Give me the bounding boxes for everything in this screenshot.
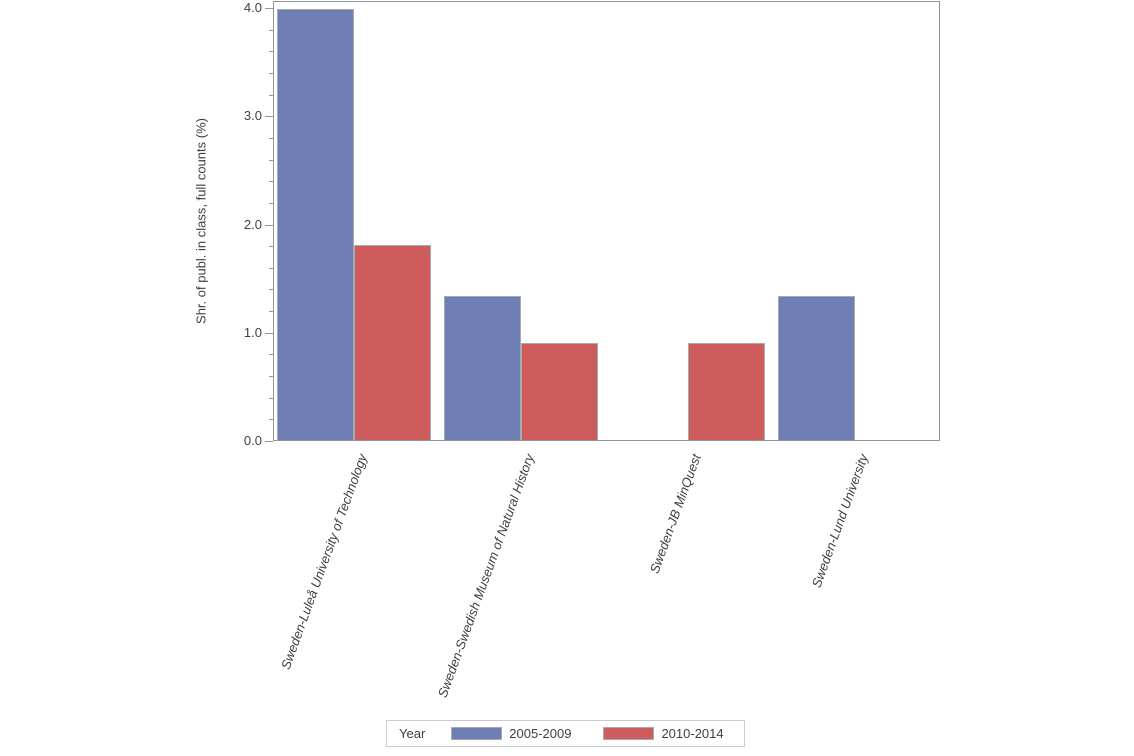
y-axis-title: Shr. of publ. in class, full counts (%) — [193, 118, 209, 324]
y-minor-tick — [269, 181, 273, 182]
legend-label-series-1: 2010-2014 — [661, 726, 724, 741]
legend-swatch-series-0 — [451, 727, 503, 740]
bar-series-1-category-2 — [687, 343, 765, 440]
bar-series-0-category-0 — [277, 9, 355, 440]
y-major-tick — [265, 225, 273, 226]
x-category-label-2: Sweden-JB MinQuest — [646, 452, 705, 576]
legend-title: Year — [399, 726, 426, 741]
y-minor-tick — [269, 419, 273, 420]
x-category-label-3: Sweden-Lund University — [808, 452, 872, 590]
legend: Year 2005-2009 2010-2014 — [386, 720, 745, 747]
y-tick-label: 1.0 — [243, 325, 262, 340]
y-tick-label: 4.0 — [243, 0, 262, 15]
y-major-tick — [265, 8, 273, 9]
y-major-tick — [265, 441, 273, 442]
y-minor-tick — [269, 203, 273, 204]
y-minor-tick — [269, 354, 273, 355]
y-minor-tick — [269, 311, 273, 312]
x-category-label-1: Sweden-Swedish Museum of Natural History — [434, 452, 538, 700]
legend-swatch-series-1 — [603, 727, 655, 740]
y-minor-tick — [269, 289, 273, 290]
plot-area — [273, 1, 940, 441]
y-minor-tick — [269, 246, 273, 247]
y-tick-label: 3.0 — [243, 108, 262, 123]
bar-series-1-category-0 — [354, 245, 432, 440]
bar-series-0-category-1 — [444, 296, 522, 440]
y-minor-tick — [269, 398, 273, 399]
bar-series-1-category-1 — [521, 343, 599, 440]
bar-series-0-category-3 — [777, 296, 855, 440]
y-tick-label: 2.0 — [243, 217, 262, 232]
y-minor-tick — [269, 51, 273, 52]
y-minor-tick — [269, 73, 273, 74]
x-category-label-0: Sweden-Luleå University of Technology — [278, 452, 371, 672]
y-minor-tick — [269, 376, 273, 377]
y-minor-tick — [269, 268, 273, 269]
y-minor-tick — [269, 95, 273, 96]
y-minor-tick — [269, 138, 273, 139]
y-minor-tick — [269, 30, 273, 31]
legend-label-series-0: 2005-2009 — [509, 726, 572, 741]
y-tick-label: 0.0 — [243, 433, 262, 448]
y-major-tick — [265, 116, 273, 117]
y-minor-tick — [269, 160, 273, 161]
y-major-tick — [265, 333, 273, 334]
